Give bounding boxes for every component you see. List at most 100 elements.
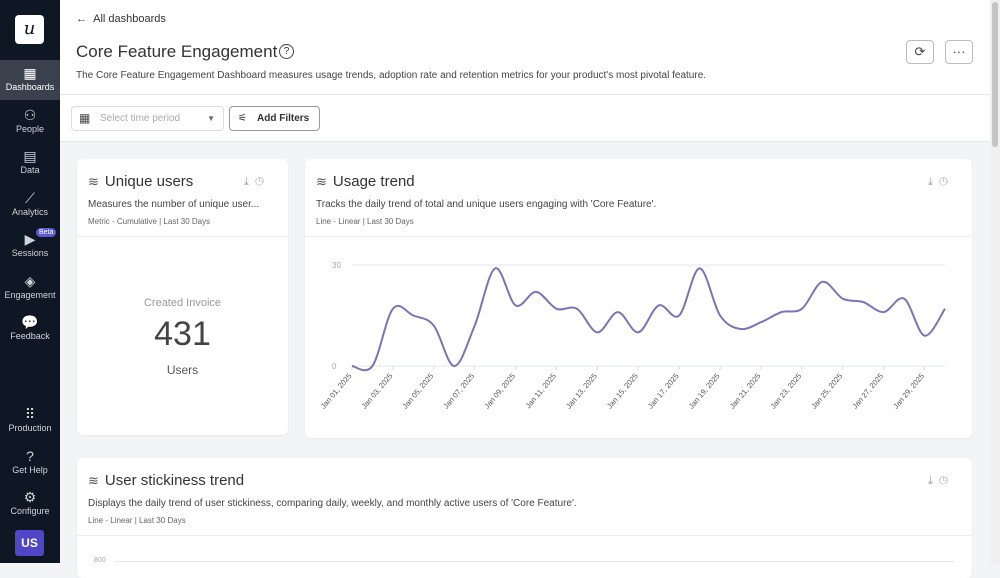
- sidebar-item-label: Configure: [10, 506, 49, 516]
- time-period-select[interactable]: ▦ Select time period ▼: [71, 106, 224, 131]
- sidebar-item-configure[interactable]: ⚙Configure: [0, 484, 60, 524]
- page-title: Core Feature Engagement: [76, 42, 277, 62]
- sidebar-item-engagement[interactable]: ◈Engagement: [0, 268, 60, 308]
- download-icon[interactable]: ⤓: [928, 475, 933, 487]
- sidebar-item-label: Analytics: [12, 207, 48, 217]
- divider: [60, 94, 990, 95]
- refresh-button[interactable]: ⟳: [906, 40, 934, 64]
- beta-badge: Beta: [36, 228, 56, 237]
- clock-icon[interactable]: ◷: [255, 176, 264, 188]
- sidebar-item-production[interactable]: ⠿Production: [0, 401, 60, 441]
- x-tick-label: Jan 27, 2025: [850, 372, 885, 411]
- sidebar-item-label: People: [16, 124, 44, 134]
- back-label: All dashboards: [93, 13, 166, 25]
- divider: [77, 535, 972, 536]
- page-header: ← All dashboards Core Feature Engagement…: [60, 0, 990, 142]
- sidebar-item-label: Production: [8, 423, 51, 433]
- card-description: Tracks the daily trend of total and uniq…: [316, 199, 656, 210]
- metric-unit: Users: [77, 363, 288, 377]
- clock-icon[interactable]: ◷: [939, 475, 948, 487]
- dashboard-icon: ▦: [0, 64, 60, 82]
- card-title: ≋Unique users: [88, 173, 193, 190]
- card-description: Measures the number of unique user...: [88, 199, 259, 210]
- sidebar-item-analytics[interactable]: ⟋Analytics: [0, 185, 60, 225]
- x-tick-label: Jan 21, 2025: [728, 372, 763, 411]
- x-tick-label: Jan 19, 2025: [687, 372, 722, 411]
- add-filters-button[interactable]: ⚟ Add Filters: [229, 106, 320, 131]
- help-icon[interactable]: ?: [279, 44, 294, 59]
- x-tick-label: Jan 03, 2025: [360, 372, 395, 411]
- sidebar-item-data[interactable]: ▤Data: [0, 143, 60, 183]
- gridline: [114, 561, 954, 562]
- x-tick-label: Jan 15, 2025: [605, 372, 640, 411]
- metric-label: Created Invoice: [77, 297, 288, 309]
- x-tick-label: Jan 05, 2025: [401, 372, 436, 411]
- sidebar-item-label: Dashboards: [6, 82, 55, 92]
- clock-icon[interactable]: ◷: [939, 176, 948, 188]
- logo[interactable]: u: [15, 15, 44, 44]
- sidebar-item-dashboards[interactable]: ▦Dashboards: [0, 60, 60, 100]
- data-icon: ▤: [0, 147, 60, 165]
- x-tick-label: Jan 25, 2025: [810, 372, 845, 411]
- x-tick-label: Jan 07, 2025: [441, 372, 476, 411]
- x-tick-label: Jan 01, 2025: [319, 372, 354, 411]
- gear-icon: ⚙: [0, 488, 60, 506]
- sidebar: u ▦Dashboards⚇People▤Data⟋Analytics▶Sess…: [0, 0, 60, 563]
- x-tick-label: Jan 29, 2025: [891, 372, 926, 411]
- metric-value: 431: [77, 315, 288, 354]
- x-tick-label: Jan 17, 2025: [646, 372, 681, 411]
- scrollbar-thumb[interactable]: [992, 2, 998, 147]
- caret-down-icon: ▼: [207, 107, 215, 130]
- time-period-placeholder: Select time period: [100, 113, 180, 124]
- usage-trend-card: ≋Usage trend ⤓ ◷ Tracks the daily trend …: [305, 159, 972, 438]
- filter-icon: ⚟: [238, 107, 247, 130]
- layers-icon: ◈: [0, 272, 60, 290]
- back-link[interactable]: ← All dashboards: [76, 13, 166, 25]
- chart-icon: ≋: [88, 174, 99, 189]
- x-tick-label: Jan 13, 2025: [564, 372, 599, 411]
- card-meta: Line - Linear | Last 30 Days: [316, 217, 414, 226]
- refresh-icon: ⟳: [915, 44, 926, 59]
- scrollbar[interactable]: [990, 0, 1000, 563]
- more-icon: ···: [953, 44, 966, 59]
- x-tick-label: Jan 09, 2025: [482, 372, 517, 411]
- y-tick-label: 0: [332, 362, 337, 371]
- sidebar-item-label: Sessions: [12, 248, 49, 258]
- download-icon[interactable]: ⤓: [244, 176, 249, 188]
- more-button[interactable]: ···: [945, 40, 973, 64]
- x-tick-label: Jan 11, 2025: [524, 372, 558, 411]
- series-line: [352, 268, 945, 370]
- unique-users-card: ≋Unique users ⤓ ◷ Measures the number of…: [77, 159, 288, 435]
- divider: [305, 236, 972, 237]
- x-tick-label: Jan 23, 2025: [769, 372, 804, 411]
- add-filters-label: Add Filters: [257, 113, 309, 124]
- card-meta: Line - Linear | Last 30 Days: [88, 516, 186, 525]
- sidebar-item-people[interactable]: ⚇People: [0, 102, 60, 142]
- sidebar-item-get-help[interactable]: ?Get Help: [0, 443, 60, 483]
- analytics-icon: ⟋: [0, 189, 60, 207]
- sidebar-item-label: Engagement: [4, 290, 55, 300]
- page-description: The Core Feature Engagement Dashboard me…: [76, 70, 706, 81]
- sidebar-item-label: Get Help: [12, 465, 48, 475]
- chat-icon: 💬: [0, 313, 60, 331]
- chart-icon: ≋: [316, 174, 327, 189]
- avatar[interactable]: US: [15, 530, 44, 556]
- chart-icon: ≋: [88, 473, 99, 488]
- download-icon[interactable]: ⤓: [928, 176, 933, 188]
- card-title: ≋User stickiness trend: [88, 472, 244, 489]
- people-icon: ⚇: [0, 106, 60, 124]
- divider: [77, 236, 288, 237]
- arrow-left-icon: ←: [76, 13, 93, 25]
- y-tick-label: 30: [332, 261, 341, 270]
- sidebar-item-label: Feedback: [10, 331, 50, 341]
- grid-icon: ⠿: [0, 405, 60, 423]
- sidebar-item-label: Data: [20, 165, 39, 175]
- help-icon: ?: [0, 447, 60, 465]
- card-meta: Metric - Cumulative | Last 30 Days: [88, 217, 210, 226]
- card-title: ≋Usage trend: [316, 173, 415, 190]
- user-stickiness-card: ≋User stickiness trend ⤓ ◷ Displays the …: [77, 458, 972, 578]
- calendar-icon: ▦: [79, 107, 90, 130]
- sidebar-item-feedback[interactable]: 💬Feedback: [0, 309, 60, 349]
- card-description: Displays the daily trend of user stickin…: [88, 498, 577, 509]
